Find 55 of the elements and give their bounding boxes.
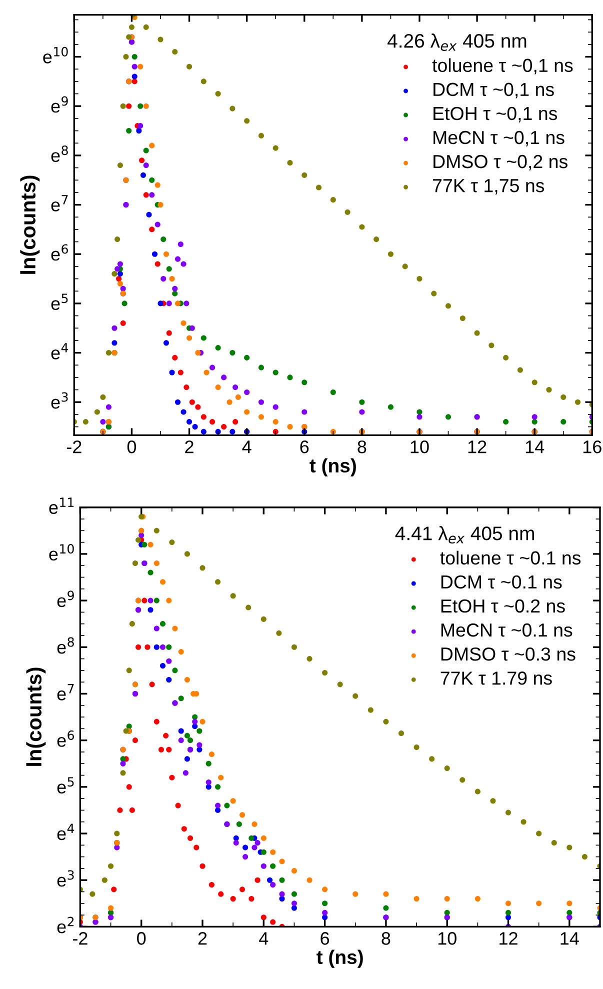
y-tick-label: e$^{6}$ [57,730,74,747]
legend-label: 77K τ 1.79 ns [440,671,552,685]
y-tick-label: e$^{10}$ [49,544,74,561]
y-tick-label: e$^{9}$ [57,590,74,608]
y-tick-label: e$^{6}$ [51,244,68,261]
legend-label: MeCN τ ~0,1 ns [434,130,564,146]
legend-label: toluene τ ~0,1 ns [432,58,573,74]
y-tick-label: e$^{3}$ [51,392,68,409]
x-tick-label: 0 [137,932,146,945]
x-tick-label: 12 [468,440,486,454]
x-tick-label: 2 [198,932,207,945]
y-tick-label: e$^{5}$ [51,294,68,310]
y-tick-label: e$^{4}$ [57,824,74,840]
y-tick-label: e$^{5}$ [57,777,74,794]
legend-label: toluene τ ~0.1 ns [440,550,581,565]
y-tick-label: e$^{10}$ [43,46,68,64]
y-tick-label: e$^{8}$ [57,637,74,654]
legend-label: EtOH τ ~0.2 ns [441,599,565,613]
legend-label: 77K τ 1,75 ns [433,179,544,194]
x-tick-label: 8 [382,932,390,945]
y-tick-label: e$^{8}$ [51,146,68,162]
legend-label: DMSO τ ~0,2 ns [434,154,568,170]
legend-label: DMSO τ ~0.3 ns [441,647,576,661]
y-tick-label: e$^{2}$ [57,916,74,934]
y-tick-label: e$^{11}$ [49,498,74,514]
x-tick-label: 10 [438,932,456,945]
x-tick-label: 2 [185,440,194,454]
x-tick-label: 14 [526,440,544,454]
x-tick-label: 6 [300,440,309,454]
x-tick-label: 4 [242,440,252,454]
x-tick-label: 16 [583,440,602,454]
x-axis-title: t (ns) [316,950,363,968]
y-axis-title: ln(counts) [26,668,46,766]
x-tick-label: 14 [560,932,579,945]
y-tick-label: e$^{3}$ [57,870,74,887]
legend-title: 4.26 λ$_{ex}$ 405 nm [387,33,526,51]
x-tick-label: 8 [358,440,366,454]
x-tick-label: 6 [320,932,330,945]
y-tick-label: e$^{4}$ [51,343,68,360]
x-axis-title: t (ns) [310,458,356,476]
x-tick-label: -2 [72,932,88,945]
x-tick-label: 10 [410,440,429,454]
x-tick-label: 12 [500,932,518,945]
y-tick-label: e$^{7}$ [51,195,68,212]
legend-label: DCM τ ~0.1 ns [441,575,562,589]
y-axis-title: ln(counts) [20,176,40,274]
y-tick-label: e$^{7}$ [57,684,74,700]
x-tick-label: 4 [259,932,268,945]
legend-label: DCM τ ~0,1 ns [434,82,554,98]
legend-label: EtOH τ ~0,1 ns [434,106,558,122]
y-tick-label: e$^{9}$ [51,96,68,113]
x-tick-label: 0 [127,440,136,454]
x-tick-label: -2 [66,440,82,454]
legend-title: 4.41 λ$_{ex}$ 405 nm [395,526,534,544]
legend-label: MeCN τ ~0.1 ns [441,623,572,637]
